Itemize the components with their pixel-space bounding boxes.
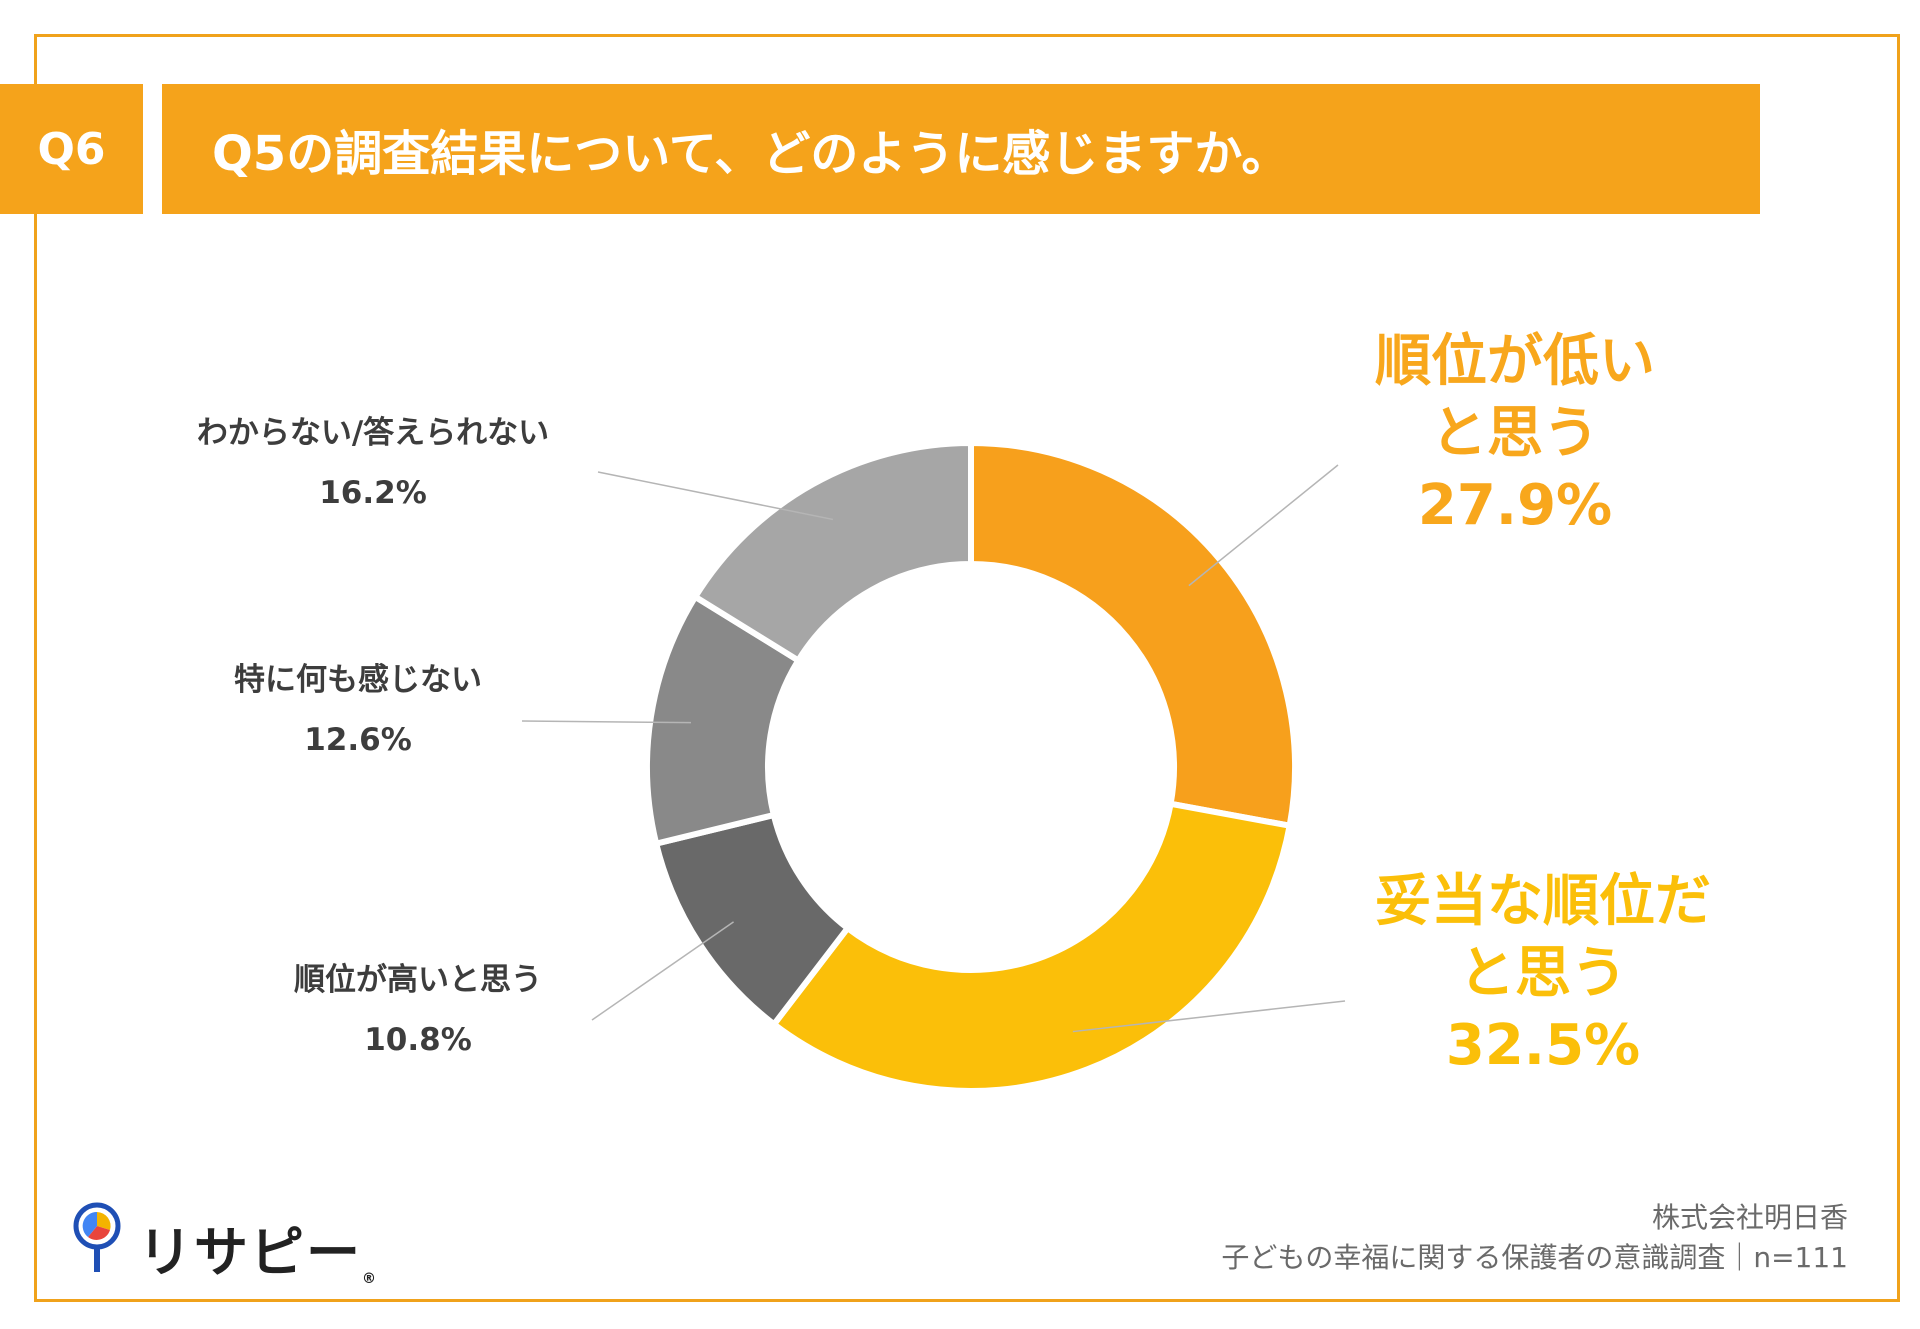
slice-1-category-label: と思う (1431, 401, 1599, 466)
slice-5-value-label: 16.2% (319, 475, 427, 511)
question-title-bar: Q5の調査結果について、どのように感じますか。 (162, 84, 1760, 214)
slice-2 (769, 800, 1294, 1094)
slice-1-value-label: 27.9% (1418, 473, 1612, 538)
chart-slices (644, 439, 1299, 1094)
leader-line-2 (1072, 1000, 1346, 1033)
question-title: Q5の調査結果について、どのように感じますか。 (212, 126, 1290, 182)
leader-line-3 (591, 921, 734, 1021)
slice-3-value-label: 10.8% (364, 1022, 472, 1058)
question-number-badge: Q6 (0, 84, 143, 214)
slice-4-category-label: 特に何も感じない (234, 662, 482, 698)
slice-2-category-label: と思う (1459, 941, 1627, 1006)
chart-labels: 順位が低いと思う27.9%妥当な順位だと思う32.5%順位が高いと思う10.8%… (197, 329, 1711, 1078)
leader-lines (521, 464, 1346, 1033)
risapy-logo: リサピー® (70, 1202, 376, 1287)
slice-2-value-label: 32.5% (1446, 1013, 1640, 1078)
slice-1-category-label: 順位が低い (1375, 329, 1655, 394)
content-frame (34, 34, 1900, 1302)
footer-company: 株式会社明日香 (1651, 1201, 1848, 1234)
question-number: Q6 (37, 123, 106, 175)
leader-line-4 (521, 720, 691, 724)
leader-line-5 (597, 471, 834, 521)
slice-5-category-label: わからない/答えられない (197, 415, 549, 451)
slice-4-value-label: 12.6% (304, 722, 412, 758)
leader-line-1 (1188, 464, 1339, 587)
footer-survey-info: 子どもの幸福に関する保護者の意識調査｜n=111 (1221, 1241, 1848, 1274)
logo-registered-mark: ® (362, 1271, 378, 1287)
logo-wordmark: リサピー® (138, 1208, 378, 1287)
logo-pin-icon (73, 1202, 121, 1272)
slice-2-category-label: 妥当な順位だ (1375, 869, 1711, 934)
slice-5 (691, 439, 974, 665)
slice-3-category-label: 順位が高いと思う (294, 962, 542, 998)
slice-1 (968, 439, 1299, 830)
logo-text: リサピー (138, 1221, 362, 1284)
